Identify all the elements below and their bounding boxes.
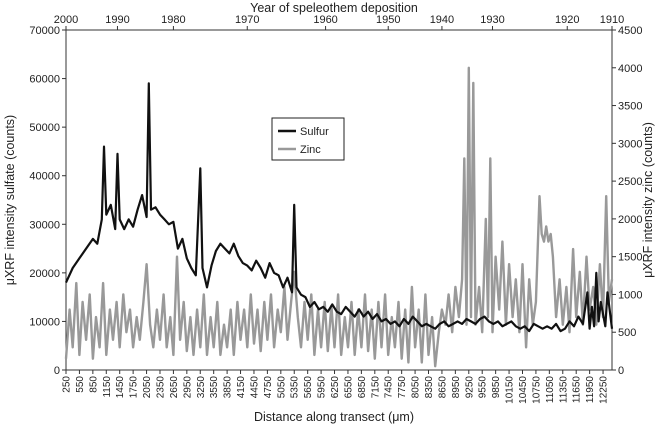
bottom-tick-label: 1150	[102, 376, 113, 398]
bottom-tick-label: 2650	[169, 376, 180, 399]
bottom-tick-label: 6250	[330, 376, 341, 399]
top-tick-label: 1920	[555, 14, 579, 26]
left-tick-label: 30000	[29, 219, 60, 231]
bottom-tick-label: 10150	[505, 376, 516, 404]
bottom-tick-label: 2350	[155, 376, 166, 399]
bottom-tick-label: 10750	[531, 376, 542, 404]
bottom-tick-label: 9250	[464, 376, 475, 399]
left-tick-label: 50000	[29, 122, 60, 134]
y-axis-right-title: μXRF intensity zinc (counts)	[641, 122, 655, 278]
left-tick-label: 70000	[29, 25, 60, 37]
series-layer	[64, 66, 614, 368]
bottom-tick-label: 850	[88, 376, 99, 393]
bottom-tick-label: 5050	[276, 376, 287, 399]
bottom-tick-label: 2950	[182, 376, 193, 399]
bottom-tick-label: 9850	[491, 376, 502, 399]
left-axis: 0 10000 20000 30000 40000 50000 60000 70000	[29, 25, 66, 377]
top-tick-label: 1980	[161, 14, 185, 26]
right-tick-label: 2500	[618, 176, 642, 188]
left-tick-label: 60000	[29, 74, 60, 86]
right-tick-label: 500	[618, 327, 636, 339]
x-axis-title: Distance along transect (μm)	[254, 410, 414, 424]
bottom-tick-label: 7750	[397, 376, 408, 399]
bottom-tick-label: 4450	[249, 376, 260, 399]
right-tick-label: 0	[618, 365, 624, 377]
legend-label-sulfur: Sulfur	[300, 126, 329, 138]
bottom-tick-label: 3850	[223, 376, 234, 399]
bottom-tick-label: 12250	[599, 376, 610, 404]
bottom-tick-label: 11950	[585, 376, 596, 404]
bottom-tick-label: 3250	[196, 376, 207, 399]
bottom-tick-label: 5350	[290, 376, 301, 399]
right-axis: 0 500 1000 1500 2000 2500 3000 3500 4000 4500	[612, 25, 642, 377]
top-tick-label: 1950	[376, 14, 400, 26]
right-tick-label: 4000	[618, 63, 642, 75]
right-tick-label: 3000	[618, 138, 642, 150]
right-tick-label: 1000	[618, 289, 642, 301]
left-tick-label: 0	[54, 365, 60, 377]
bottom-tick-label: 11650	[572, 376, 583, 404]
bottom-tick-label: 6850	[357, 376, 368, 399]
top-axis-title: Year of speleothem deposition	[250, 1, 418, 15]
bottom-tick-label: 1750	[129, 376, 140, 399]
top-tick-label: 1910	[600, 14, 624, 26]
bottom-tick-label: 550	[75, 376, 86, 393]
bottom-tick-label: 250	[62, 376, 73, 393]
left-tick-label: 40000	[29, 171, 60, 183]
right-tick-label: 4500	[618, 25, 642, 37]
bottom-tick-label: 6550	[343, 376, 354, 399]
bottom-tick-label: 8050	[411, 376, 422, 399]
bottom-tick-label: 11350	[558, 376, 569, 404]
bottom-tick-label: 8350	[424, 376, 435, 399]
series-line-zinc	[64, 66, 614, 368]
bottom-tick-label: 1450	[115, 376, 126, 399]
top-tick-label: 1940	[430, 14, 454, 26]
plot-area	[65, 29, 613, 371]
bottom-tick-label: 10450	[518, 376, 529, 404]
bottom-tick-label: 2050	[142, 376, 153, 399]
bottom-tick-label: 5650	[303, 376, 314, 399]
y-axis-left-title: μXRF intensity sulfate (counts)	[3, 115, 17, 285]
bottom-tick-label: 7450	[384, 376, 395, 399]
bottom-tick-label: 8650	[437, 376, 448, 399]
top-tick-label: 1930	[480, 14, 504, 26]
legend-label-zinc: Zinc	[300, 144, 321, 156]
bottom-tick-label: 4750	[263, 376, 274, 399]
legend: Sulfur Zinc	[271, 117, 345, 161]
series-line-sulfur	[65, 82, 614, 333]
bottom-tick-label: 7150	[370, 376, 381, 399]
left-tick-label: 20000	[29, 268, 60, 280]
bottom-tick-label: 5950	[317, 376, 328, 399]
bottom-tick-label: 9550	[478, 376, 489, 399]
bottom-axis: 250 550 850 1150 1450 1750 2050 2350 2650 2950 325…	[62, 370, 610, 404]
top-axis: 2000 1990 1980 1970 1960 1950 1940 1930 1920 1910	[54, 14, 624, 30]
bottom-tick-label: 11050	[545, 376, 556, 404]
right-tick-label: 2000	[618, 214, 642, 226]
bottom-tick-label: 8950	[451, 376, 462, 399]
bottom-tick-label: 3550	[209, 376, 220, 399]
top-tick-label: 1990	[105, 14, 129, 26]
left-tick-label: 10000	[29, 316, 60, 328]
legend-box	[271, 117, 345, 161]
bottom-tick-label: 4150	[236, 376, 247, 399]
top-tick-label: 1960	[313, 14, 337, 26]
right-tick-label: 3500	[618, 101, 642, 113]
top-tick-label: 2000	[54, 14, 78, 26]
right-tick-label: 1500	[618, 252, 642, 264]
top-tick-label: 1970	[235, 14, 259, 26]
